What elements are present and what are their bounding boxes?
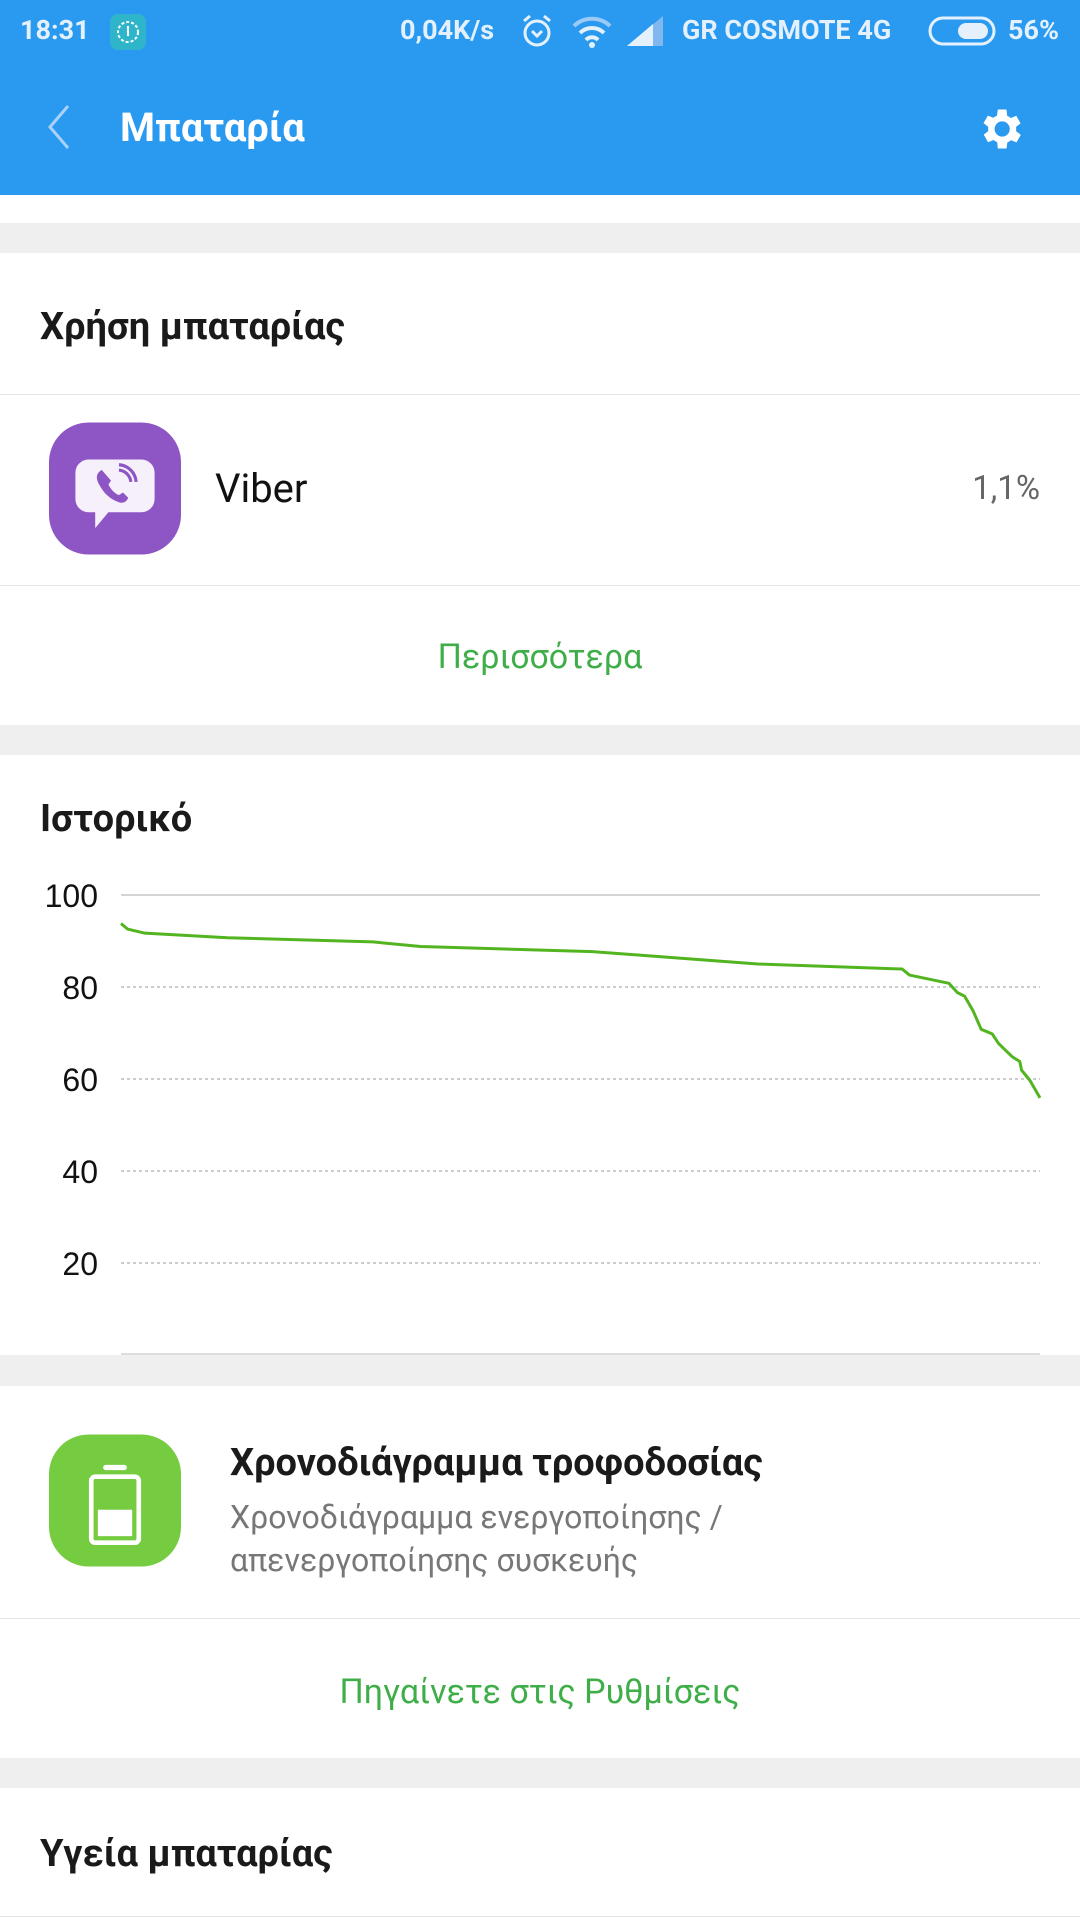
chevron-left-icon[interactable]: [46, 104, 72, 150]
section-title: Υγεία μπαταρίας: [40, 1832, 333, 1876]
signal-icon: [627, 16, 663, 46]
app-name: Viber: [215, 465, 308, 512]
battery-health-card[interactable]: Υγεία μπαταρίας: [0, 1788, 1080, 1920]
page-title: Μπαταρία: [120, 104, 305, 151]
list-item-viber[interactable]: Viber 1,1%: [0, 395, 1080, 585]
item-subtitle-line2: απενεργοποίησης συσκευής: [230, 1541, 639, 1579]
y-tick-label: 100: [45, 878, 98, 914]
battery-percent: 56%: [1008, 14, 1059, 46]
item-title: Χρονοδιάγραμμα τροφοδοσίας: [230, 1441, 763, 1485]
section-title: Ιστορικό: [40, 797, 193, 841]
y-tick-label: 40: [62, 1154, 98, 1190]
alarm-icon: [523, 14, 551, 47]
battery-icon: [49, 1434, 181, 1567]
divider: [0, 1916, 1080, 1917]
battery-history-chart: 100 80 60 40 20: [45, 878, 1042, 1355]
gear-icon[interactable]: [974, 103, 1026, 155]
wifi-icon: [572, 16, 612, 48]
battery-level-line: [120, 922, 1042, 1099]
viber-icon: [49, 422, 181, 555]
power-schedule-item[interactable]: Χρονοδιάγραμμα τροφοδοσίας Χρονοδιάγραμμ…: [0, 1386, 1080, 1618]
shield-app-icon: [110, 14, 146, 50]
go-to-settings-link[interactable]: Πηγαίνετε στις Ρυθμίσεις: [339, 1672, 741, 1712]
spacer: [0, 195, 1080, 223]
power-schedule-card: Χρονοδιάγραμμα τροφοδοσίας Χρονοδιάγραμμ…: [0, 1386, 1080, 1758]
carrier-name: GR COSMOTE 4G: [682, 14, 892, 46]
more-link[interactable]: Περισσότερα: [437, 637, 643, 677]
divider: [0, 585, 1080, 586]
divider: [0, 394, 1080, 395]
y-tick-label: 80: [62, 970, 98, 1006]
y-tick-label: 60: [62, 1062, 98, 1098]
net-speed: 0,04K/s: [400, 14, 495, 46]
divider: [0, 1618, 1080, 1619]
app-usage-percent: 1,1%: [972, 469, 1040, 508]
y-tick-label: 20: [62, 1246, 98, 1282]
status-time: 18:31: [20, 14, 90, 46]
history-card: Ιστορικό 100 80 60 40 20: [0, 755, 1080, 1355]
section-title: Χρήση μπαταρίας: [40, 305, 345, 349]
item-subtitle-line1: Χρονοδιάγραμμα ενεργοποίησης /: [230, 1498, 723, 1536]
battery-usage-card: Χρήση μπαταρίας Viber 1,1% Περισσότερα: [0, 253, 1080, 725]
battery-icon: [928, 16, 996, 46]
